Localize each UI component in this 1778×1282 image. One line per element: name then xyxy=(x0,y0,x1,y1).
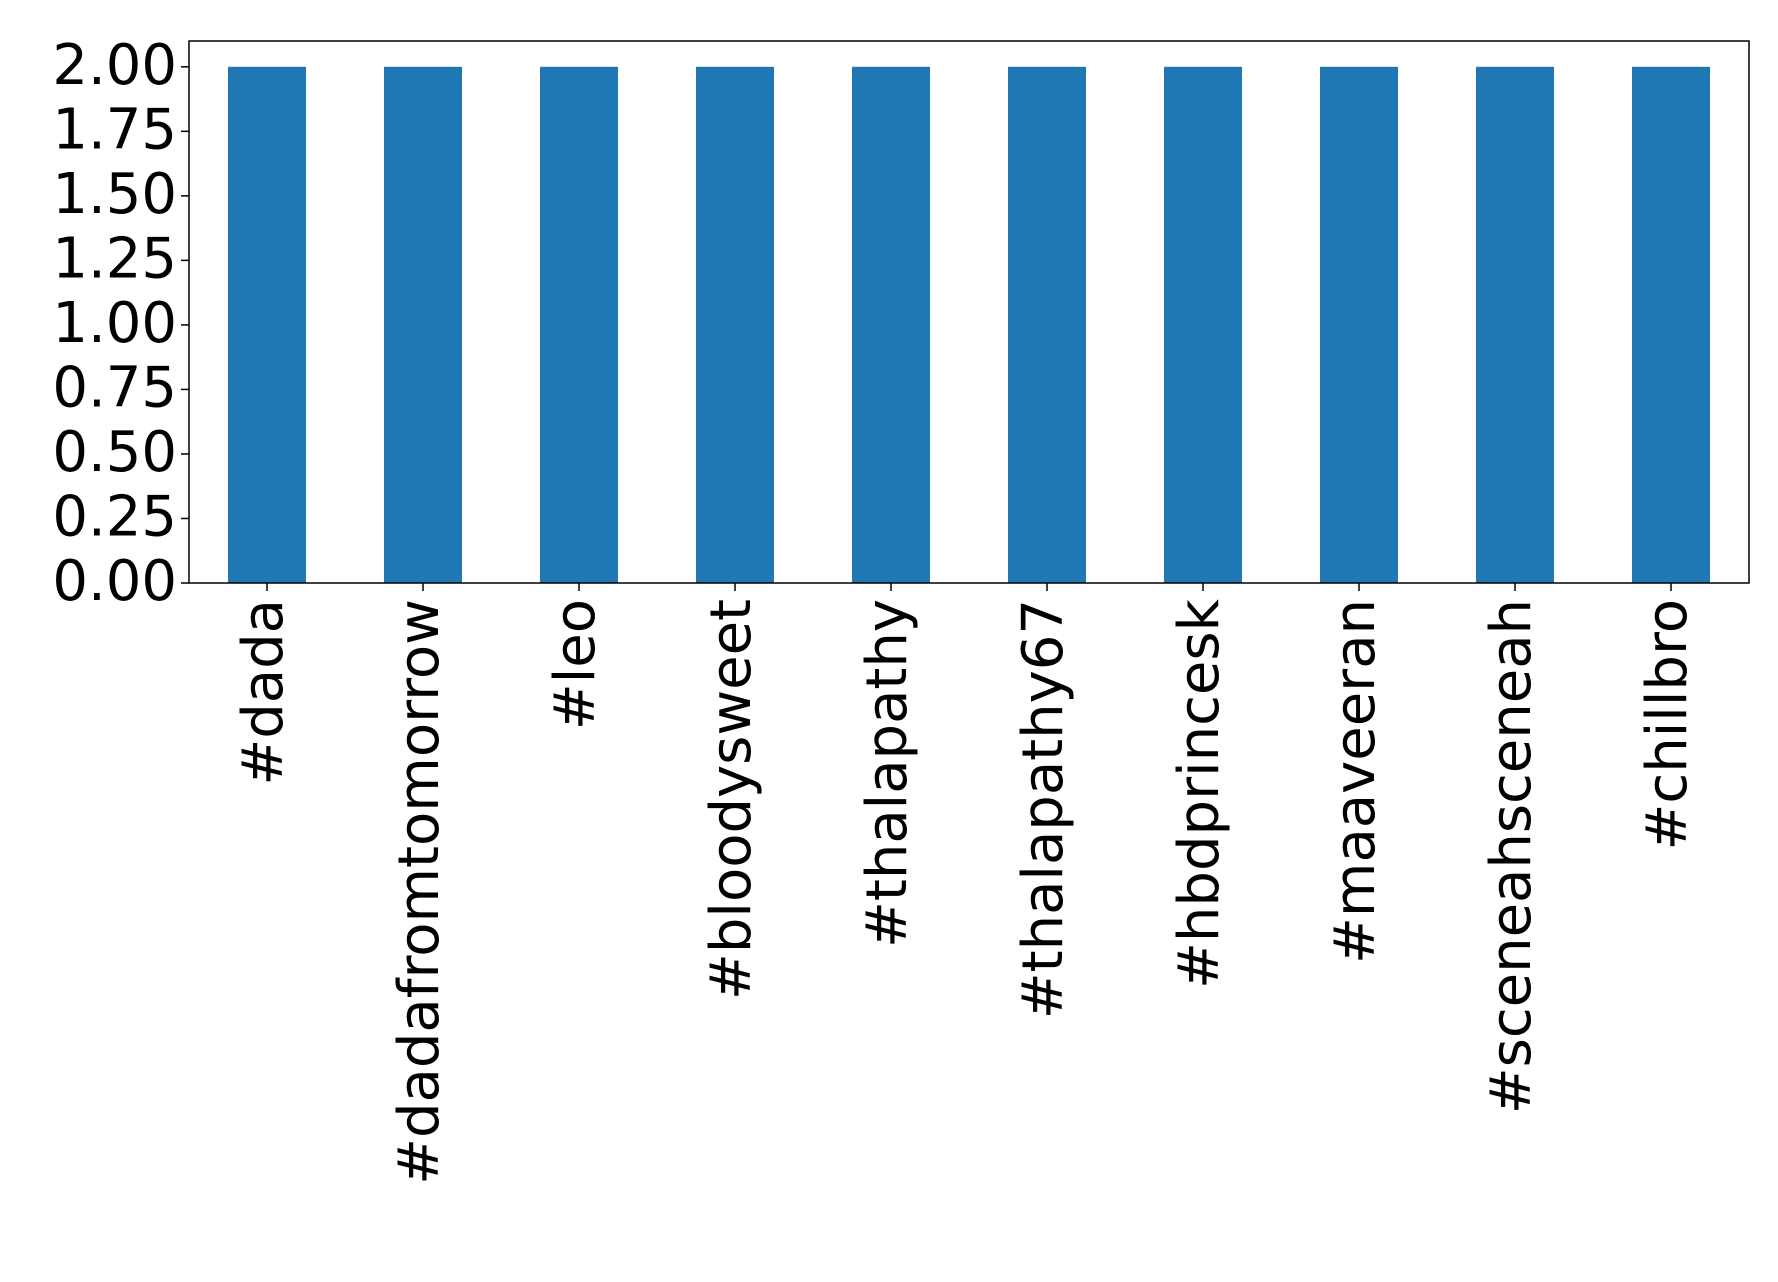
x-tick-label: #hbdprincesk xyxy=(1167,598,1232,989)
bar xyxy=(1008,66,1086,584)
x-tick-label: #chillbro xyxy=(1635,599,1700,850)
y-tick-label: 1.50 xyxy=(52,162,177,227)
bar xyxy=(384,66,462,584)
y-tick-label: 2.00 xyxy=(52,33,177,98)
x-tick-label: #leo xyxy=(543,599,608,730)
y-tick-label: 0.75 xyxy=(52,356,177,421)
bar xyxy=(540,66,618,584)
y-tick-label: 0.25 xyxy=(52,485,177,550)
y-tick-label: 1.00 xyxy=(52,291,177,356)
x-tick-label: #maaveeran xyxy=(1323,599,1388,964)
x-tick-label: #thalapathy67 xyxy=(1011,599,1076,1019)
plot-frame xyxy=(188,40,1750,584)
x-tick-label: #sceneahsceneah xyxy=(1479,599,1544,1114)
bar xyxy=(1164,66,1242,584)
bar xyxy=(696,66,774,584)
x-tick-label: #thalapathy xyxy=(855,599,920,948)
y-tick-label: 1.25 xyxy=(52,227,177,292)
x-tick-label: #dadafromtomorrow xyxy=(387,599,452,1185)
bar xyxy=(852,66,930,584)
bar xyxy=(1632,66,1710,584)
x-tick-label: #dada xyxy=(231,599,296,786)
y-tick-label: 0.50 xyxy=(52,420,177,485)
bar xyxy=(1320,66,1398,584)
y-tick-label: 0.00 xyxy=(52,549,177,614)
x-tick-label: #bloodysweet xyxy=(699,599,764,1000)
bar xyxy=(228,66,306,584)
y-tick-label: 1.75 xyxy=(52,97,177,162)
bar xyxy=(1476,66,1554,584)
